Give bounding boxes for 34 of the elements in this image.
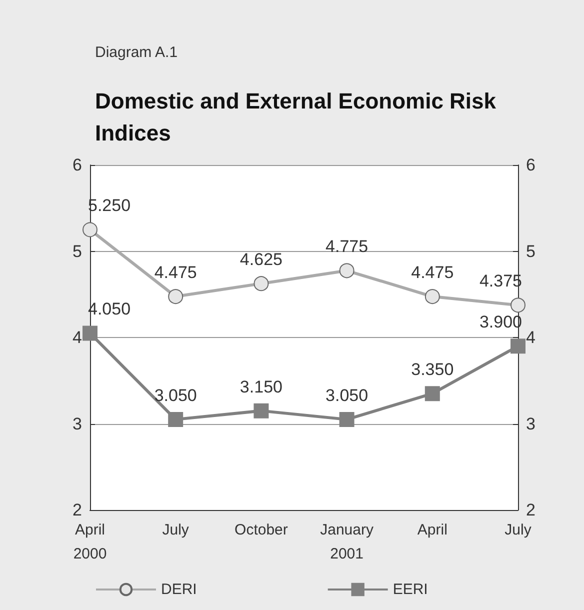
y2-tick-label: 4	[526, 328, 536, 347]
point	[254, 403, 269, 418]
y-tick-label: 4	[72, 328, 82, 347]
x-tick-label: April 2000	[73, 522, 107, 562]
chart-subtitle: Diagram A.1	[95, 44, 178, 61]
legend-label: EERI	[392, 581, 428, 598]
data-label: 4.625	[240, 250, 282, 270]
point	[82, 326, 98, 341]
y-tick-label: 5	[72, 242, 82, 261]
y-tick-label: 2	[72, 500, 82, 520]
x-tick-label: July	[162, 522, 190, 538]
y2-tick-label: 6	[526, 156, 536, 174]
point	[339, 412, 354, 427]
y2-tick-label: 3	[526, 414, 536, 434]
point	[424, 386, 440, 402]
data-label: 4.475	[154, 263, 197, 282]
y-tick-label: 3	[72, 414, 82, 434]
y2-tick-label: 5	[526, 242, 536, 261]
y2-tick-label: 2	[526, 500, 536, 520]
point	[168, 412, 184, 427]
data-label: 3.050	[326, 386, 368, 405]
legend-label: DERI	[161, 581, 197, 598]
x-tick-label: January 2001	[320, 522, 374, 562]
data-label: 4.475	[411, 263, 454, 282]
x-tick-label: April	[417, 522, 448, 538]
point	[510, 338, 526, 354]
chart-title: Domestic and External Economic Risk Indices	[95, 88, 502, 146]
x-tick-label: October	[234, 522, 288, 538]
data-label: 3.350	[411, 360, 454, 380]
data-label: 4.775	[326, 237, 368, 256]
data-label: 3.150	[240, 377, 282, 396]
x-tick-label: July	[504, 522, 532, 538]
y-tick-label: 6	[72, 156, 82, 174]
data-label: 3.050	[154, 386, 197, 405]
